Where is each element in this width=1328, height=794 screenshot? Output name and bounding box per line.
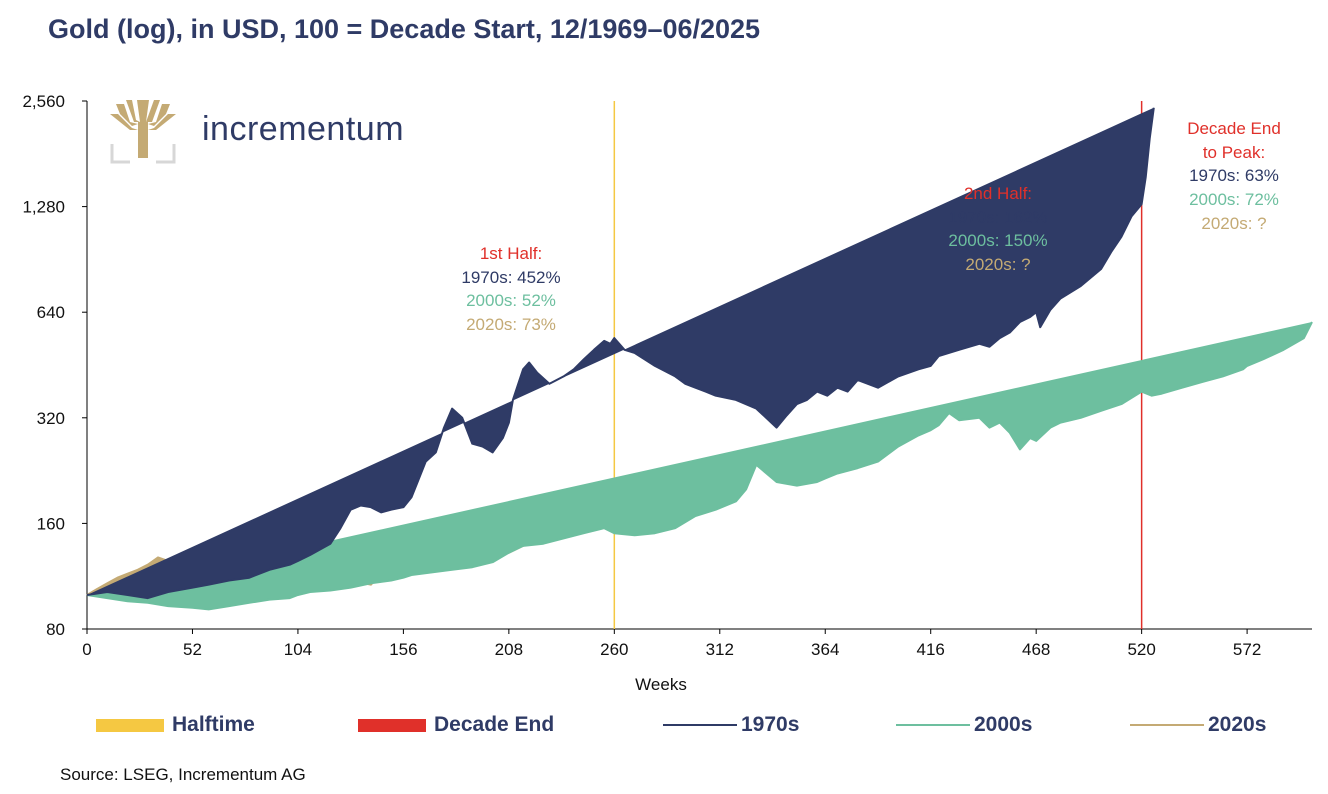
end-to-peak-1970s: 1970s: 63% <box>1189 166 1279 185</box>
annotations: 1st Half: 1970s: 452% 2000s: 52% 2020s: … <box>461 119 1280 334</box>
legend-swatch-decade-end <box>358 718 426 732</box>
x-tick-label: 312 <box>706 640 734 659</box>
legend-swatch-2000s <box>896 724 970 726</box>
second-half-title: 2nd Half: <box>964 184 1032 203</box>
x-tick-label: 52 <box>183 640 202 659</box>
series-line-1970s <box>86 107 1155 600</box>
legend-label-1970s: 1970s <box>741 713 800 736</box>
legend-item-decade-end: Decade End <box>358 708 554 742</box>
y-tick-label: 2,560 <box>22 92 65 111</box>
x-tick-label: 104 <box>284 640 312 659</box>
x-tick-label: 260 <box>600 640 628 659</box>
chart-svg: 80 160 320 640 1,280 2,560 0 52 104 156 208 260 312 3… <box>22 92 1313 694</box>
legend-swatch-halftime <box>96 718 164 732</box>
logo-text: incrementum <box>202 110 405 148</box>
y-tick-label: 1,280 <box>22 198 65 217</box>
series-line-2000s <box>86 321 1313 611</box>
legend-label-2000s: 2000s <box>974 713 1033 736</box>
x-tick-label: 208 <box>495 640 523 659</box>
chart-title: Gold (log), in USD, 100 = Decade Start, … <box>48 14 761 44</box>
legend-item-1970s: 1970s <box>663 708 799 742</box>
tree-icon <box>110 100 176 164</box>
legend-swatch-2020s <box>1130 724 1204 726</box>
legend-item-2000s: 2000s <box>896 708 1032 742</box>
legend-item-halftime: Halftime <box>96 708 255 742</box>
x-axis-title: Weeks <box>635 675 687 694</box>
logo: incrementum <box>110 100 450 164</box>
series-layer <box>86 107 1313 611</box>
axes-layer: 80 160 320 640 1,280 2,560 0 52 104 156 208 260 312 3… <box>22 92 1312 659</box>
y-tick-label: 80 <box>46 620 65 639</box>
first-half-2000s: 2000s: 52% <box>466 291 556 310</box>
legend: Halftime Decade End 1970s 2000s 2020s <box>0 708 1328 742</box>
x-tick-label: 572 <box>1233 640 1261 659</box>
x-tick-label: 364 <box>811 640 839 659</box>
second-half-1970s: 1970s: 162% <box>948 208 1047 227</box>
first-half-2020s: 2020s: 73% <box>466 315 556 334</box>
x-tick-label: 156 <box>389 640 417 659</box>
y-tick-label: 160 <box>37 514 65 533</box>
legend-item-2020s: 2020s <box>1130 708 1266 742</box>
first-half-1970s: 1970s: 452% <box>461 268 560 287</box>
first-half-title: 1st Half: <box>480 244 542 263</box>
x-tick-label: 520 <box>1127 640 1155 659</box>
x-tick-label: 0 <box>82 640 91 659</box>
x-tick-label: 416 <box>917 640 945 659</box>
second-half-2000s: 2000s: 150% <box>948 231 1047 250</box>
end-to-peak-2020s: 2020s: ? <box>1201 214 1266 233</box>
legend-swatch-1970s <box>663 724 737 726</box>
end-to-peak-2000s: 2000s: 72% <box>1189 190 1279 209</box>
second-half-2020s: 2020s: ? <box>965 255 1030 274</box>
y-tick-label: 320 <box>37 409 65 428</box>
end-to-peak-title-2: to Peak: <box>1203 143 1265 162</box>
source-note: Source: LSEG, Incrementum AG <box>60 765 306 784</box>
legend-label-2020s: 2020s <box>1208 713 1267 736</box>
end-to-peak-title-1: Decade End <box>1187 119 1281 138</box>
y-tick-label: 640 <box>37 303 65 322</box>
legend-label-decade-end: Decade End <box>434 713 555 736</box>
legend-label-halftime: Halftime <box>172 713 255 736</box>
x-tick-label: 468 <box>1022 640 1050 659</box>
